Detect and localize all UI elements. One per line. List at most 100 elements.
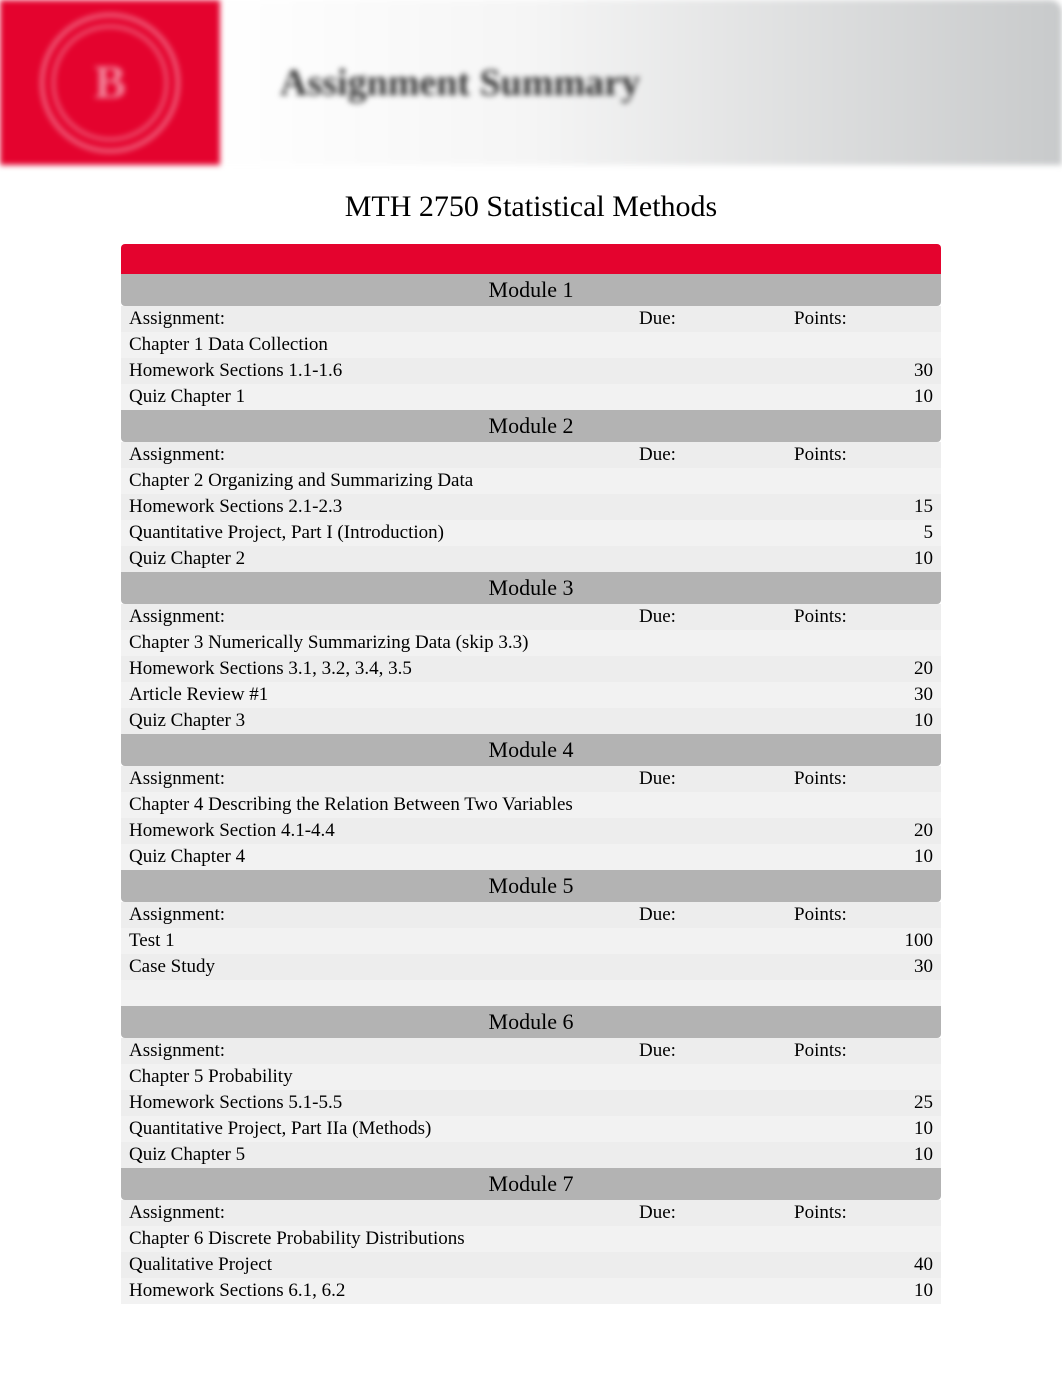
table-row: Test 1 100 [121, 928, 941, 954]
module-block: Module 3Assignment:Due:Points:Chapter 3 … [121, 572, 941, 734]
table-row: Quiz Chapter 4 10 [121, 844, 941, 870]
points-cell: 5 [786, 520, 941, 546]
assignment-cell: Homework Sections 6.1, 6.2 [121, 1278, 631, 1304]
assignment-cell: Case Study [121, 954, 631, 980]
column-header-points: Points: [786, 1038, 941, 1064]
assignment-cell: Chapter 1 Data Collection [121, 332, 631, 358]
due-cell [631, 494, 786, 520]
table-header-row: Assignment:Due:Points: [121, 442, 941, 468]
due-cell [631, 520, 786, 546]
due-cell [631, 792, 786, 818]
due-cell [631, 928, 786, 954]
content-wrapper: Module 1Assignment:Due:Points:Chapter 1 … [121, 244, 941, 1304]
table-row: Quiz Chapter 310 [121, 708, 941, 734]
assignment-cell: Homework Section 4.1-4.4 [121, 818, 631, 844]
column-header-points: Points: [786, 306, 941, 332]
column-header-due: Due: [631, 604, 786, 630]
module-table: Assignment:Due:Points:Chapter 3 Numerica… [121, 604, 941, 734]
table-row: Homework Sections 6.1, 6.210 [121, 1278, 941, 1304]
due-cell [631, 818, 786, 844]
points-cell [786, 468, 941, 494]
assignment-cell: Test 1 [121, 928, 631, 954]
due-cell [631, 384, 786, 410]
column-header-due: Due: [631, 442, 786, 468]
module-header: Module 6 [121, 1006, 941, 1038]
table-row: Homework Sections 3.1, 3.2, 3.4, 3.5 20 [121, 656, 941, 682]
module-block: Module 2Assignment:Due:Points:Chapter 2 … [121, 410, 941, 572]
assignment-cell: Quiz Chapter 4 [121, 844, 631, 870]
points-cell: 30 [786, 682, 941, 708]
module-table: Assignment:Due:Points:Chapter 1 Data Col… [121, 306, 941, 410]
table-header-row: Assignment:Due:Points: [121, 766, 941, 792]
due-cell [631, 844, 786, 870]
column-header-assignment: Assignment: [121, 604, 631, 630]
assignment-cell: Quiz Chapter 3 [121, 708, 631, 734]
module-header: Module 5 [121, 870, 941, 902]
column-header-due: Due: [631, 902, 786, 928]
column-header-due: Due: [631, 1038, 786, 1064]
column-header-points: Points: [786, 1200, 941, 1226]
points-cell: 10 [786, 844, 941, 870]
due-cell [631, 708, 786, 734]
table-header-row: Assignment:Due:Points: [121, 902, 941, 928]
module-header: Module 3 [121, 572, 941, 604]
banner-title: Assignment Summary [280, 61, 640, 105]
course-title: MTH 2750 Statistical Methods [0, 190, 1062, 224]
due-cell [631, 1278, 786, 1304]
modules-container: Module 1Assignment:Due:Points:Chapter 1 … [121, 274, 941, 1304]
module-block: Module 7Assignment:Due:Points:Chapter 6 … [121, 1168, 941, 1304]
due-cell [631, 954, 786, 980]
due-cell [631, 546, 786, 572]
column-header-due: Due: [631, 1200, 786, 1226]
column-header-points: Points: [786, 766, 941, 792]
assignment-cell: Quiz Chapter 2 [121, 546, 631, 572]
table-row: Quiz Chapter 2 10 [121, 546, 941, 572]
assignment-cell: Chapter 5 Probability [121, 1064, 631, 1090]
due-cell [631, 358, 786, 384]
points-cell: 25 [786, 1090, 941, 1116]
points-cell [786, 1064, 941, 1090]
assignment-cell: Homework Sections 1.1-1.6 [121, 358, 631, 384]
table-row: Homework Sections 1.1-1.6 30 [121, 358, 941, 384]
module-table: Assignment:Due:Points:Chapter 5 Probabil… [121, 1038, 941, 1168]
points-cell: 15 [786, 494, 941, 520]
assignment-cell: Chapter 2 Organizing and Summarizing Dat… [121, 468, 631, 494]
points-cell: 20 [786, 656, 941, 682]
table-row: Quantitative Project, Part IIa (Methods)… [121, 1116, 941, 1142]
assignment-cell: Homework Sections 3.1, 3.2, 3.4, 3.5 [121, 656, 631, 682]
points-cell: 10 [786, 384, 941, 410]
assignment-cell: Qualitative Project [121, 1252, 631, 1278]
due-cell [631, 682, 786, 708]
assignment-cell: Article Review #1 [121, 682, 631, 708]
due-cell [631, 656, 786, 682]
column-header-due: Due: [631, 306, 786, 332]
assignment-cell: Chapter 6 Discrete Probability Distribut… [121, 1226, 631, 1252]
red-accent-bar [121, 244, 941, 274]
due-cell [631, 332, 786, 358]
due-cell [631, 1252, 786, 1278]
due-cell [631, 1226, 786, 1252]
table-row: Article Review #1 30 [121, 682, 941, 708]
points-cell [786, 1226, 941, 1252]
module-header: Module 2 [121, 410, 941, 442]
points-cell: 100 [786, 928, 941, 954]
column-header-points: Points: [786, 442, 941, 468]
module-table: Assignment:Due:Points:Chapter 4 Describi… [121, 766, 941, 870]
module-header: Module 7 [121, 1168, 941, 1200]
spacer-row [121, 980, 941, 1006]
table-row: Quiz Chapter 510 [121, 1142, 941, 1168]
assignment-cell: Homework Sections 5.1-5.5 [121, 1090, 631, 1116]
table-row: Case Study 30 [121, 954, 941, 980]
column-header-assignment: Assignment: [121, 306, 631, 332]
module-table: Assignment:Due:Points:Chapter 2 Organizi… [121, 442, 941, 572]
points-cell: 30 [786, 358, 941, 384]
table-header-row: Assignment:Due:Points: [121, 306, 941, 332]
points-cell: 10 [786, 546, 941, 572]
table-header-row: Assignment:Due:Points: [121, 604, 941, 630]
points-cell: 10 [786, 1116, 941, 1142]
due-cell [631, 1116, 786, 1142]
table-row: Homework Sections 5.1-5.5 25 [121, 1090, 941, 1116]
points-cell: 30 [786, 954, 941, 980]
module-block: Module 6Assignment:Due:Points:Chapter 5 … [121, 1006, 941, 1168]
module-table: Assignment:Due:Points:Test 1100Case Stud… [121, 902, 941, 1006]
